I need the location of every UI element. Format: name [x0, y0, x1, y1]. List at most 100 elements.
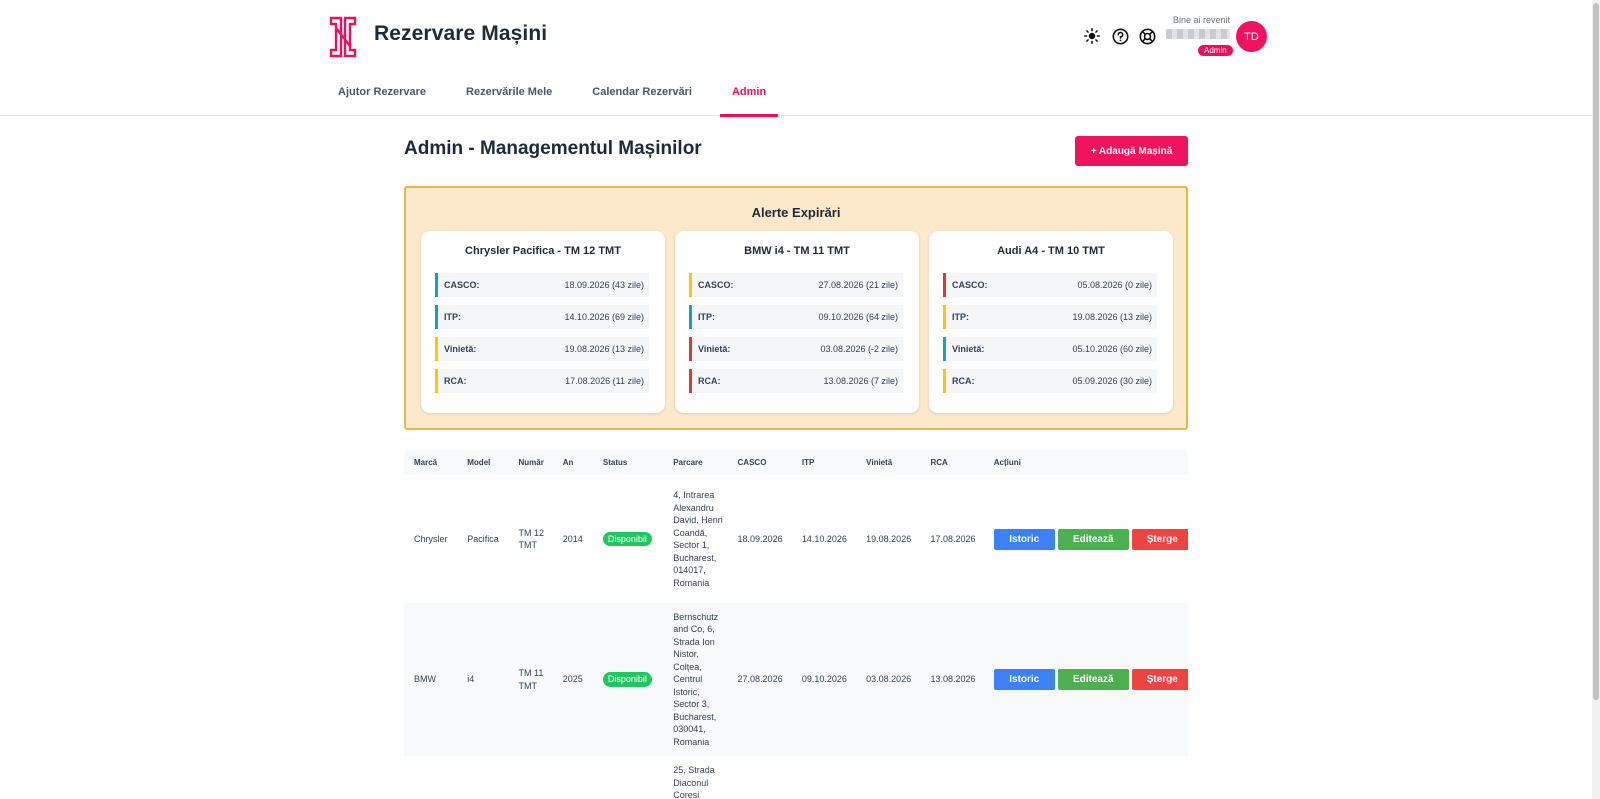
- theme-toggle-sun-icon[interactable]: [1081, 25, 1103, 47]
- column-header: Acțiuni: [983, 450, 1188, 475]
- cell-actions: Istoric Editează Șterge: [983, 603, 1188, 756]
- scrollbar-thumb[interactable]: [1593, 3, 1599, 700]
- delete-button[interactable]: Șterge: [1131, 528, 1188, 550]
- alert-card-title: BMW i4 - TM 11 TMT: [744, 245, 850, 257]
- alert-row-casco: CASCO: 05.08.2026 (0 zile): [943, 273, 1157, 297]
- alert-row-rca: RCA: 17.08.2026 (11 zile): [435, 369, 649, 393]
- cell-model: Pacifica: [457, 475, 509, 603]
- cell-status: Disponibil: [592, 475, 664, 603]
- alerts-title: Alerte Expirări: [751, 205, 841, 220]
- main-tabs: Ajutor Rezervare Rezervările Mele Calend…: [326, 80, 794, 117]
- alert-row-rca: RCA: 05.09.2026 (30 zile): [943, 369, 1157, 393]
- cell-rca: 13.08.2026: [920, 603, 984, 756]
- page-title: Admin - Managementul Mașinilor: [404, 138, 702, 159]
- cell-parking: Bernschutz and Co, 6, Strada Ion Nistor,…: [663, 603, 728, 756]
- alert-row-itp: ITP: 19.08.2026 (13 zile): [943, 305, 1157, 329]
- column-header: An: [552, 450, 593, 475]
- column-header: Vinietă: [856, 450, 921, 475]
- alert-value: 09.10.2026 (64 zile): [818, 312, 898, 322]
- cell-number: TM 11 TMT: [508, 603, 553, 756]
- column-header: Status: [592, 450, 664, 475]
- alert-row-vinieta: Vinietă: 03.08.2026 (-2 zile): [689, 337, 903, 361]
- cars-table-container: Marcă Model Număr An Status Parcare CASC…: [404, 450, 1188, 799]
- cell-actions: Istoric Editează Șterge: [983, 475, 1188, 603]
- alert-value: 03.08.2026 (-2 zile): [820, 344, 898, 354]
- status-badge: Disponibil: [602, 531, 652, 547]
- cell-itp: 14.10.2026: [791, 475, 857, 603]
- cell-model: i4: [457, 603, 509, 756]
- alert-label: RCA:: [444, 376, 467, 386]
- column-header: ITP: [791, 450, 857, 475]
- welcome-text: Bine ai revenit: [1172, 15, 1230, 25]
- cell-vinieta: 19.08.2026: [856, 475, 921, 603]
- alert-label: CASCO:: [444, 280, 480, 290]
- alert-card: Audi A4 - TM 10 TMT CASCO: 05.08.2026 (0 …: [929, 231, 1173, 413]
- alert-value: 19.08.2026 (13 zile): [1072, 312, 1152, 322]
- history-button[interactable]: Istoric: [993, 669, 1055, 690]
- cell-brand: BMW: [404, 603, 458, 756]
- alert-label: RCA:: [698, 376, 721, 386]
- edit-button[interactable]: Editează: [1057, 528, 1129, 550]
- alert-label: CASCO:: [698, 280, 734, 290]
- cell-rca: 17.08.2026: [920, 475, 984, 603]
- expiry-alerts-panel: Alerte Expirări Chrysler Pacifica - TM 1…: [404, 186, 1188, 430]
- cell-year: 2014: [552, 475, 593, 603]
- app-logo: [329, 16, 357, 58]
- alert-value: 27.08.2026 (21 zile): [818, 280, 898, 290]
- support-lifebuoy-icon[interactable]: [1136, 25, 1158, 47]
- alert-value: 05.08.2026 (0 zile): [1077, 280, 1152, 290]
- alert-value: 18.09.2026 (43 zile): [564, 280, 644, 290]
- alert-label: RCA:: [952, 376, 975, 386]
- table-row: 25, Strada Diaconul Coresi: [404, 756, 1188, 799]
- alert-card: BMW i4 - TM 11 TMT CASCO: 27.08.2026 (21 …: [675, 231, 919, 413]
- cell-itp: 09.10.2026: [791, 603, 857, 756]
- cell-casco: 27.08.2026: [727, 603, 792, 756]
- help-icon[interactable]: [1109, 25, 1131, 47]
- tab-calendar-rezervari[interactable]: Calendar Rezervări: [592, 86, 692, 98]
- alert-card-title: Audi A4 - TM 10 TMT: [997, 245, 1105, 257]
- user-avatar[interactable]: TD: [1236, 21, 1267, 52]
- alert-row-itp: ITP: 14.10.2026 (69 zile): [435, 305, 649, 329]
- alert-label: Vinietă:: [698, 344, 731, 354]
- alert-value: 13.08.2026 (7 zile): [823, 376, 898, 386]
- cell-vinieta: 03.08.2026: [856, 603, 921, 756]
- user-name-blurred: [1166, 29, 1230, 39]
- cell-brand: Chrysler: [404, 475, 458, 603]
- cell-parking: 25, Strada Diaconul Coresi: [663, 756, 728, 799]
- alert-value: 05.09.2026 (30 zile): [1072, 376, 1152, 386]
- table-row: BMW i4 TM 11 TMT 2025 Disponibil Bernsch…: [404, 603, 1188, 756]
- alert-label: ITP:: [952, 312, 969, 322]
- page-scrollbar[interactable]: [1592, 0, 1600, 799]
- table-row: Chrysler Pacifica TM 12 TMT 2014 Disponi…: [404, 475, 1188, 603]
- alert-card: Chrysler Pacifica - TM 12 TMT CASCO: 18.0…: [421, 231, 665, 413]
- tab-rezervarile-mele[interactable]: Rezervările Mele: [466, 86, 553, 98]
- edit-button[interactable]: Editează: [1057, 669, 1129, 690]
- column-header: Marcă: [404, 450, 458, 475]
- alert-value: 14.10.2026 (69 zile): [564, 312, 644, 322]
- cell-number: TM 12 TMT: [508, 475, 553, 603]
- alert-label: Vinietă:: [444, 344, 477, 354]
- alert-label: ITP:: [698, 312, 715, 322]
- tab-ajutor-rezervare[interactable]: Ajutor Rezervare: [338, 86, 427, 98]
- delete-button[interactable]: Șterge: [1131, 669, 1188, 690]
- app-title: Rezervare Mașini: [374, 22, 548, 45]
- table-header-row: Marcă Model Număr An Status Parcare CASC…: [404, 450, 1188, 475]
- cell-parking: 4, Intrarea Alexandru David, Henri Coand…: [663, 475, 728, 603]
- alert-card-title: Chrysler Pacifica - TM 12 TMT: [465, 245, 621, 257]
- alert-row-casco: CASCO: 27.08.2026 (21 zile): [689, 273, 903, 297]
- column-header: Parcare: [663, 450, 728, 475]
- alert-row-rca: RCA: 13.08.2026 (7 zile): [689, 369, 903, 393]
- alert-row-casco: CASCO: 18.09.2026 (43 zile): [435, 273, 649, 297]
- alert-row-vinieta: Vinietă: 05.10.2026 (60 zile): [943, 337, 1157, 361]
- tab-admin[interactable]: Admin: [719, 80, 779, 117]
- alert-value: 19.08.2026 (13 zile): [564, 344, 644, 354]
- status-badge: Disponibil: [602, 672, 652, 687]
- add-car-button[interactable]: + Adaugă Mașină: [1075, 136, 1188, 166]
- alert-label: ITP:: [444, 312, 461, 322]
- cars-table: Marcă Model Număr An Status Parcare CASC…: [404, 450, 1188, 799]
- alert-label: CASCO:: [952, 280, 988, 290]
- column-header: RCA: [920, 450, 984, 475]
- column-header: Model: [457, 450, 509, 475]
- column-header: CASCO: [727, 450, 792, 475]
- history-button[interactable]: Istoric: [993, 528, 1055, 550]
